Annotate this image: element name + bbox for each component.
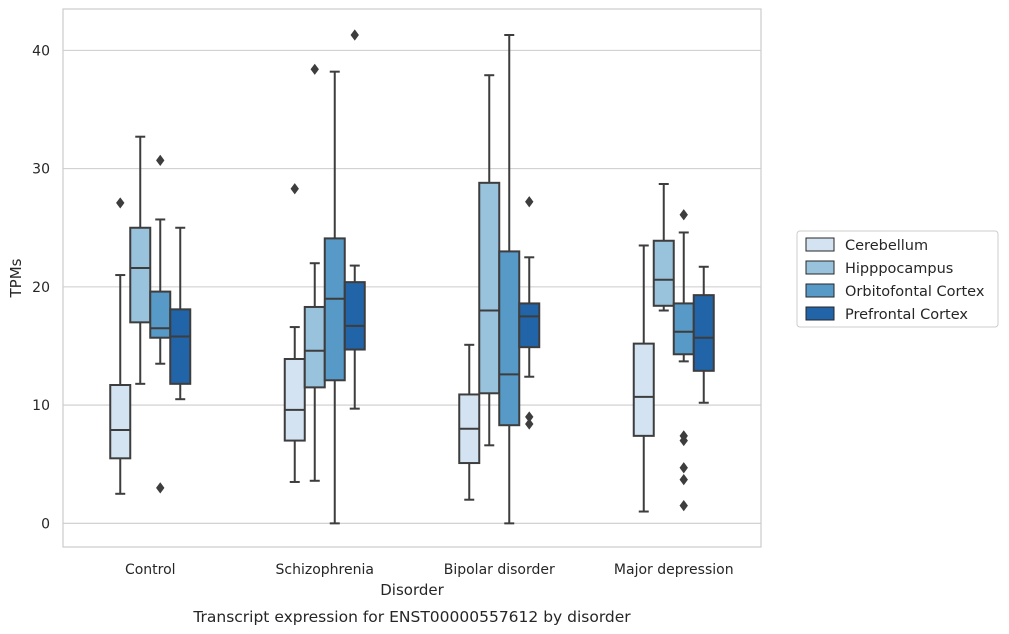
series-prefrontal-cortex (169, 29, 715, 430)
plot-frame (62, 8, 762, 548)
box (283, 183, 306, 483)
outlier-point (116, 197, 125, 209)
box-body (323, 237, 346, 382)
legend-swatch (805, 306, 835, 321)
box-body (303, 305, 326, 389)
box-series (109, 29, 715, 525)
legend-label: Prefrontal Cortex (845, 307, 968, 323)
outlier-point (525, 418, 534, 430)
box (169, 226, 192, 401)
legend-item: Hipppocampus (805, 260, 953, 277)
x-tick-label: Major depression (614, 562, 734, 578)
y-tick-label: 10 (32, 398, 50, 414)
box (518, 196, 541, 430)
box-body (109, 384, 132, 460)
box-body (478, 181, 501, 395)
legend-swatch (805, 283, 835, 298)
outlier-point (679, 474, 688, 486)
series-cerebellum (109, 183, 655, 513)
box (323, 70, 346, 525)
x-tick-label: Bipolar disorder (444, 562, 555, 578)
y-axis-ticks: 0 10 20 30 40 (32, 43, 50, 532)
legend-item: Prefrontal Cortex (805, 306, 968, 323)
box (458, 343, 481, 501)
outlier-point (679, 434, 688, 447)
box-body (692, 294, 715, 372)
outlier-point (310, 63, 319, 75)
box (149, 154, 172, 494)
box (478, 74, 501, 447)
outlier-point (290, 183, 299, 195)
outlier-point (679, 500, 688, 512)
box (343, 29, 366, 410)
box (692, 265, 715, 404)
chart-caption: Transcript expression for ENST0000055761… (192, 608, 631, 626)
legend-item: Orbitofontal Cortex (805, 283, 985, 300)
legend-frame (796, 230, 999, 328)
y-axis-title: TPMs (7, 258, 25, 298)
box-body (283, 357, 306, 442)
y-tick-label: 0 (41, 516, 50, 532)
box-body (129, 226, 152, 324)
x-tick-label: Control (125, 562, 176, 578)
outlier-point (525, 196, 534, 208)
box (129, 135, 152, 385)
box (652, 182, 675, 312)
outlier-point (525, 411, 534, 423)
box-body (652, 239, 675, 307)
box-body (632, 342, 655, 437)
legend-item: Cerebellum (805, 237, 928, 254)
series-hipppocampus (129, 63, 675, 482)
y-tick-label: 40 (32, 43, 50, 59)
box-body (518, 302, 541, 349)
legend-label: Orbitofontal Cortex (845, 284, 985, 300)
box (109, 197, 132, 495)
box-body (169, 308, 192, 385)
y-tick-label: 20 (32, 280, 50, 296)
series-orbitofontal-cortex (149, 34, 695, 525)
box (632, 244, 655, 513)
legend-label: Cerebellum (845, 238, 928, 254)
outlier-point (679, 462, 688, 474)
box-body (149, 290, 172, 339)
x-axis-title: Disorder (380, 581, 444, 599)
box-body (498, 250, 521, 427)
outlier-point (350, 29, 359, 41)
box (672, 209, 695, 512)
x-tick-label: Schizophrenia (276, 562, 374, 578)
legend-swatch (805, 260, 835, 275)
legend-label: Hipppocampus (845, 261, 953, 277)
outlier-point (679, 209, 688, 221)
legend-swatch (805, 237, 835, 252)
y-tick-label: 30 (32, 162, 50, 178)
x-axis-ticks: Control Schizophrenia Bipolar disorder Majo… (125, 562, 734, 578)
box-body (343, 281, 366, 351)
box-body (672, 302, 695, 356)
legend: Cerebellum Hipppocampus Orbitofontal Corte… (796, 230, 999, 328)
outlier-point (156, 154, 165, 166)
outlier-point (156, 482, 165, 494)
